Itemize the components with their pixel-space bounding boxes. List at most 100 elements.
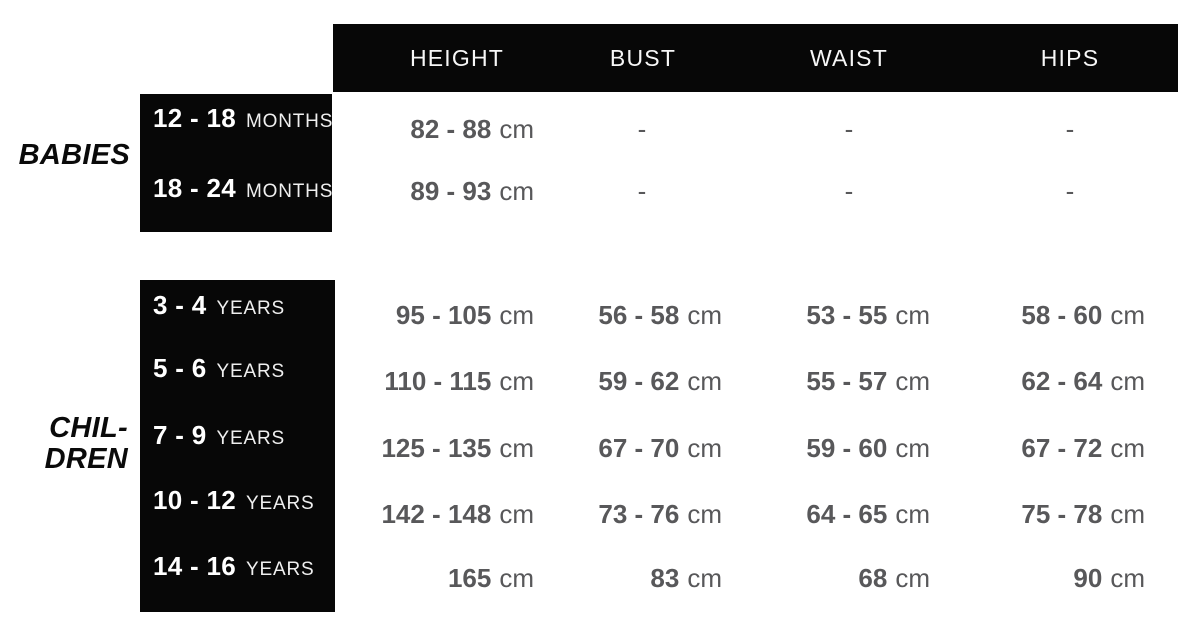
row-label-range: 3 - 4 xyxy=(153,290,207,320)
table-cell-hips: 75 - 78 cm xyxy=(885,498,1145,530)
table-cell-hips: 67 - 72 cm xyxy=(885,432,1145,464)
table-cell-bust: 59 - 62 cm xyxy=(462,365,722,397)
cell-range: 68 xyxy=(858,563,888,593)
cell-unit: cm xyxy=(1110,433,1145,463)
cell-unit: cm xyxy=(895,433,930,463)
cell-range: 56 - 58 xyxy=(598,300,680,330)
cell-unit: cm xyxy=(687,366,722,396)
row-label-unit: YEARS xyxy=(246,559,315,580)
cell-unit: cm xyxy=(687,563,722,593)
cell-range: 73 - 76 xyxy=(598,499,680,529)
cell-unit: cm xyxy=(499,300,534,330)
table-cell-hips: 62 - 64 cm xyxy=(885,365,1145,397)
cell-range: 62 - 64 xyxy=(1021,366,1103,396)
cell-unit: cm xyxy=(1110,366,1145,396)
row-label-unit: YEARS xyxy=(216,428,285,449)
cell-range: 82 - 88 xyxy=(410,114,492,144)
cell-range: 83 xyxy=(650,563,680,593)
cell-range: 59 - 60 xyxy=(806,433,888,463)
cell-range: 75 - 78 xyxy=(1021,499,1103,529)
row-label: 7 - 9 YEARS xyxy=(153,419,285,451)
cell-range: 53 - 55 xyxy=(806,300,888,330)
cell-range: 67 - 70 xyxy=(598,433,680,463)
row-label-unit: MONTHS xyxy=(246,111,334,132)
group-title-children: CHIL- DREN xyxy=(45,413,128,475)
cell-unit: cm xyxy=(895,300,930,330)
cell-unit: cm xyxy=(499,114,534,144)
cell-unit: cm xyxy=(895,499,930,529)
row-label: 3 - 4 YEARS xyxy=(153,289,285,321)
table-cell-waist: 68 cm xyxy=(670,562,930,594)
table-cell-bust: 67 - 70 cm xyxy=(462,432,722,464)
cell-range: 125 - 135 xyxy=(381,433,492,463)
cell-range: 95 - 105 xyxy=(395,300,492,330)
table-cell-dash: - xyxy=(1065,176,1075,206)
group-title-babies: BABIES xyxy=(19,139,130,171)
table-cell-dash: - xyxy=(1065,114,1075,144)
row-label: 10 - 12 YEARS xyxy=(153,484,314,516)
table-cell-waist: 53 - 55 cm xyxy=(670,299,930,331)
cell-unit: cm xyxy=(1110,563,1145,593)
cell-unit: cm xyxy=(499,499,534,529)
cell-unit: cm xyxy=(895,563,930,593)
table-cell-dash: - xyxy=(844,176,854,206)
row-label-unit: YEARS xyxy=(216,298,285,319)
group-title-line: DREN xyxy=(44,443,128,475)
cell-range: 110 - 115 xyxy=(384,366,492,396)
cell-range: 89 - 93 xyxy=(410,176,492,206)
row-label-range: 12 - 18 xyxy=(153,103,237,133)
table-cell-dash: - xyxy=(637,176,647,206)
row-label: 14 - 16 YEARS xyxy=(153,550,314,582)
table-cell-height: 142 - 148 cm xyxy=(274,498,534,530)
table-cell-height: 110 - 115 cm xyxy=(274,365,534,397)
row-label-range: 14 - 16 xyxy=(153,551,237,581)
table-cell-waist: 55 - 57 cm xyxy=(670,365,930,397)
table-cell-bust: 83 cm xyxy=(462,562,722,594)
cell-unit: cm xyxy=(1110,499,1145,529)
row-label-range: 7 - 9 xyxy=(153,420,207,450)
cell-unit: cm xyxy=(499,563,534,593)
row-label-range: 5 - 6 xyxy=(153,353,207,383)
table-cell-bust: 56 - 58 cm xyxy=(462,299,722,331)
table-cell-waist: 59 - 60 cm xyxy=(670,432,930,464)
cell-range: 59 - 62 xyxy=(598,366,680,396)
cell-unit: cm xyxy=(499,366,534,396)
children-rows-box xyxy=(140,280,335,612)
cell-range: 64 - 65 xyxy=(806,499,888,529)
cell-unit: cm xyxy=(895,366,930,396)
table-cell-dash: - xyxy=(844,114,854,144)
cell-unit: cm xyxy=(687,499,722,529)
table-header-bar xyxy=(333,24,1178,92)
column-header-hips: HIPS xyxy=(1040,45,1100,71)
group-title-line: CHIL- xyxy=(49,412,128,444)
row-label-range: 10 - 12 xyxy=(153,485,237,515)
cell-unit: cm xyxy=(687,433,722,463)
cell-range: 55 - 57 xyxy=(806,366,888,396)
row-label-range: 18 - 24 xyxy=(153,173,237,203)
row-label-unit: MONTHS xyxy=(246,181,334,202)
table-cell-hips: 58 - 60 cm xyxy=(885,299,1145,331)
table-cell-bust: 73 - 76 cm xyxy=(462,498,722,530)
table-cell-dash: - xyxy=(637,114,647,144)
row-label: 5 - 6 YEARS xyxy=(153,352,285,384)
table-cell-height: 89 - 93 cm xyxy=(274,175,534,207)
cell-range: 58 - 60 xyxy=(1021,300,1103,330)
cell-range: 90 xyxy=(1073,563,1103,593)
column-header-waist: WAIST xyxy=(810,45,888,71)
babies-rows-box xyxy=(140,94,332,232)
row-label: 12 - 18 MONTHS xyxy=(153,102,333,134)
cell-range: 165 xyxy=(447,563,492,593)
cell-range: 67 - 72 xyxy=(1021,433,1103,463)
column-header-height: HEIGHT xyxy=(409,45,505,71)
table-cell-height: 82 - 88 cm xyxy=(274,113,534,145)
table-cell-hips: 90 cm xyxy=(885,562,1145,594)
table-cell-height: 125 - 135 cm xyxy=(274,432,534,464)
table-cell-height: 165 cm xyxy=(274,562,534,594)
table-cell-height: 95 - 105 cm xyxy=(274,299,534,331)
row-label: 18 - 24 MONTHS xyxy=(153,172,333,204)
group-title-line: BABIES xyxy=(18,139,130,171)
row-label-unit: YEARS xyxy=(216,361,285,382)
cell-unit: cm xyxy=(1110,300,1145,330)
cell-unit: cm xyxy=(687,300,722,330)
